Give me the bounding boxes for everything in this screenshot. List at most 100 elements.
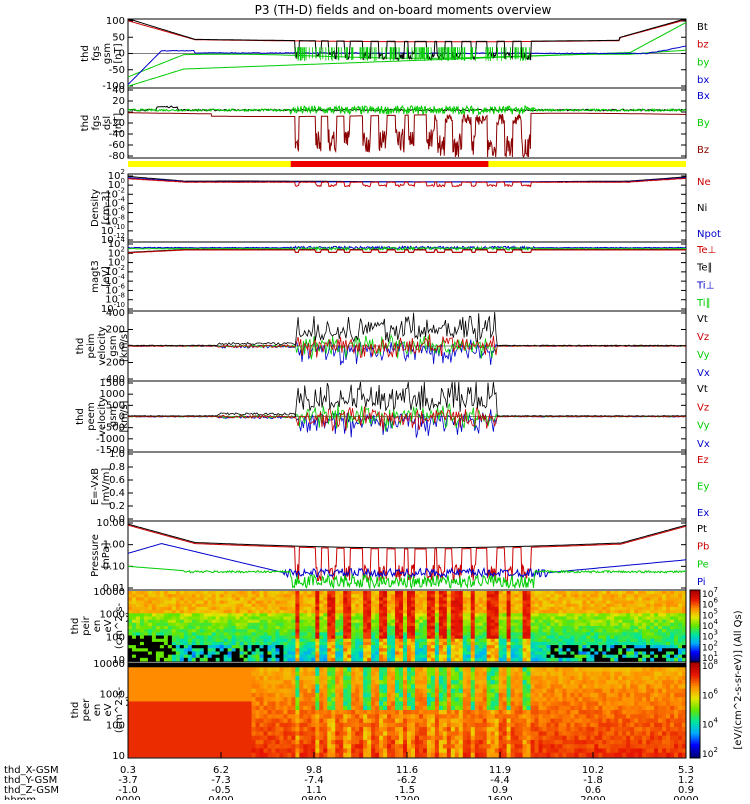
panel-peer_spec-ylabel: en <box>92 704 103 717</box>
panel-fgs_dsl-ylabel: thd <box>80 115 91 132</box>
peem-velocity-vy-line <box>128 404 686 431</box>
fgs-gsm-bz-line <box>128 20 686 42</box>
panel-efield-legend-ez: Ez <box>697 455 709 466</box>
panel-pressure-legend-pb: Pb <box>697 542 709 553</box>
panel-fgs_dsl-ylabel: fgs <box>91 115 102 130</box>
peer-spectrogram-image <box>128 663 686 757</box>
peer-colorbar-tick-label: 104 <box>702 717 718 731</box>
panel-fgs_dsl-ytick-label: 20 <box>112 96 125 107</box>
panel-peim_velocity-ylabel: velocity <box>97 326 108 365</box>
panel-peim_velocity-ylabel: thd <box>75 338 86 355</box>
panel-peim_velocity-ylabel: peim <box>86 333 97 358</box>
density-ni-line <box>128 177 686 182</box>
panel-peer_spec-ytick-label: 10 <box>112 751 125 762</box>
panel-pressure-legend-pt: Pt <box>697 524 707 535</box>
panel-fgs_gsm-legend-bx: bx <box>697 75 709 86</box>
panel-peer_spec-ylabel: peer <box>81 698 92 722</box>
panel-peer_spec-ylabel: (cm^2-s- <box>114 686 125 733</box>
mode-bar-fast-survey <box>291 161 489 167</box>
panel-peem_velocity-ylabel: velocity <box>97 397 108 436</box>
panel-fgs_gsm-ylabel: thd <box>80 45 91 62</box>
panel-temperature-legend-ti∥: Ti∥ <box>696 298 711 309</box>
panel-peir_spec-ylabel: en <box>92 620 103 633</box>
panel-peim_velocity-ytick-label: 400 <box>106 308 125 319</box>
panel-density-legend-ni: Ni <box>697 203 707 214</box>
peer-colorbar-tick-label: 106 <box>702 687 718 701</box>
panel-fgs_gsm-ytick-label: 50 <box>112 32 125 43</box>
panel-peem_velocity-legend-vx: Vx <box>697 439 710 450</box>
ephemeris-value: 0800 <box>301 795 326 800</box>
panel-peir_spec-ylabel: eV <box>103 619 114 632</box>
panel-density-legend-npot: Npot <box>697 229 721 240</box>
panel-efield-frame <box>128 452 686 521</box>
ephemeris-row-label: hhmm <box>4 795 36 800</box>
panel-fgs_gsm-ylabel: fgs <box>91 46 102 61</box>
colorbar-units-label: [eV/(cm^2-s-sr-eV)] (All Qs) <box>733 610 744 749</box>
plot-title: P3 (TH-D) fields and on-board moments ov… <box>255 3 552 17</box>
panel-peir_spec-ytick-label: 10000 <box>93 587 125 598</box>
panel-fgs_dsl-ylabel: dsl <box>102 116 113 130</box>
panel-density-frame <box>128 174 686 242</box>
peem-velocity-vz-line <box>128 406 686 432</box>
panel-fgs_gsm-legend-by: by <box>697 57 709 68</box>
panel-pressure-legend-pi: Pi <box>697 577 706 588</box>
panel-fgs_gsm-ytick-label: 100 <box>106 16 125 27</box>
panel-fgs_dsl-legend-bx: Bx <box>697 91 710 102</box>
panel-temperature-legend-te∥: Te∥ <box>696 263 713 274</box>
panel-peir_spec-ylabel: thd <box>70 618 81 635</box>
panel-density-ylabel: Density <box>90 189 101 227</box>
panel-temperature-ylabel: [eV] <box>101 266 112 287</box>
panel-peim_velocity-ylabel: gsm <box>108 335 119 356</box>
peim-velocity-vt-line <box>128 312 686 346</box>
panel-density-legend-ne: Ne <box>697 177 711 188</box>
panel-peer_spec-ylabel: eV <box>103 703 114 716</box>
panel-temperature-frame <box>128 242 686 311</box>
panel-peem_velocity-ytick-label: 1500 <box>100 378 125 389</box>
panel-efield-legend-ey: Ey <box>697 482 709 493</box>
panel-efield-ylabel: E=-VxB <box>90 468 101 505</box>
panel-peim_velocity-legend-vz: Vz <box>697 332 709 343</box>
panel-peim_velocity-legend-vt: Vt <box>697 314 708 325</box>
peir-spectrogram-image <box>128 591 686 661</box>
panel-peim_velocity-legend-vx: Vx <box>697 368 710 379</box>
fgs-dsl-bz-line <box>128 113 686 157</box>
peem-velocity-vt-line <box>128 382 686 416</box>
ephemeris-value: 1200 <box>394 795 419 800</box>
panel-peim_velocity-legend-vy: Vy <box>697 350 710 361</box>
panel-peer_spec-ytick-label: 10000 <box>93 659 125 670</box>
panel-pressure-legend-pe: Pe <box>697 559 709 570</box>
panel-fgs_dsl-frame <box>128 88 686 158</box>
panel-density-ylabel: [cm-3] <box>101 191 112 224</box>
panel-peer_spec-ylabel: thd <box>70 702 81 719</box>
panel-efield-legend-ex: Ex <box>697 508 709 519</box>
panel-pressure-ylabel: [nPa] <box>101 542 112 568</box>
panel-temperature-ylabel: magt3 <box>90 260 101 293</box>
panel-fgs_dsl-ytick-label: -60 <box>109 140 125 151</box>
peem-velocity-vx-line <box>128 409 686 437</box>
panel-fgs_gsm-ylabel: gsm <box>102 43 113 64</box>
panel-temperature-legend-te⊥: Te⊥ <box>696 245 716 256</box>
panel-fgs_gsm-ylabel: [nT] <box>113 43 124 63</box>
panel-peem_velocity-ylabel: thd <box>75 408 86 425</box>
panel-efield-ytick-label: 1.0 <box>109 449 125 460</box>
panel-fgs_dsl-legend-by: By <box>697 118 710 129</box>
panel-fgs_dsl-ytick-label: 40 <box>112 85 125 96</box>
peer-colorbar-tick-label: 102 <box>702 746 718 760</box>
panel-peir_spec-ylabel: peir <box>81 615 92 635</box>
panel-peem_velocity-legend-vz: Vz <box>697 402 709 413</box>
panel-peem_velocity-legend-vy: Vy <box>697 421 710 432</box>
temperature-te-perp-line <box>128 250 686 253</box>
panel-fgs_gsm-legend-bt: Bt <box>697 22 708 33</box>
panel-fgs_dsl-ylabel: [nT] <box>113 113 124 133</box>
panel-pressure-ytick-label: 10.00 <box>96 518 125 529</box>
panel-peem_velocity-legend-vt: Vt <box>697 384 708 395</box>
ephemeris-value: 0000 <box>115 795 140 800</box>
panel-fgs_dsl-legend-bz: Bz <box>697 145 709 156</box>
panel-peem_velocity-ylabel: peem <box>86 402 97 430</box>
ephemeris-value: 0000 <box>673 795 698 800</box>
panel-pressure-ylabel: Pressure <box>90 534 101 577</box>
panel-fgs_gsm-ytick-label: -50 <box>109 65 125 76</box>
